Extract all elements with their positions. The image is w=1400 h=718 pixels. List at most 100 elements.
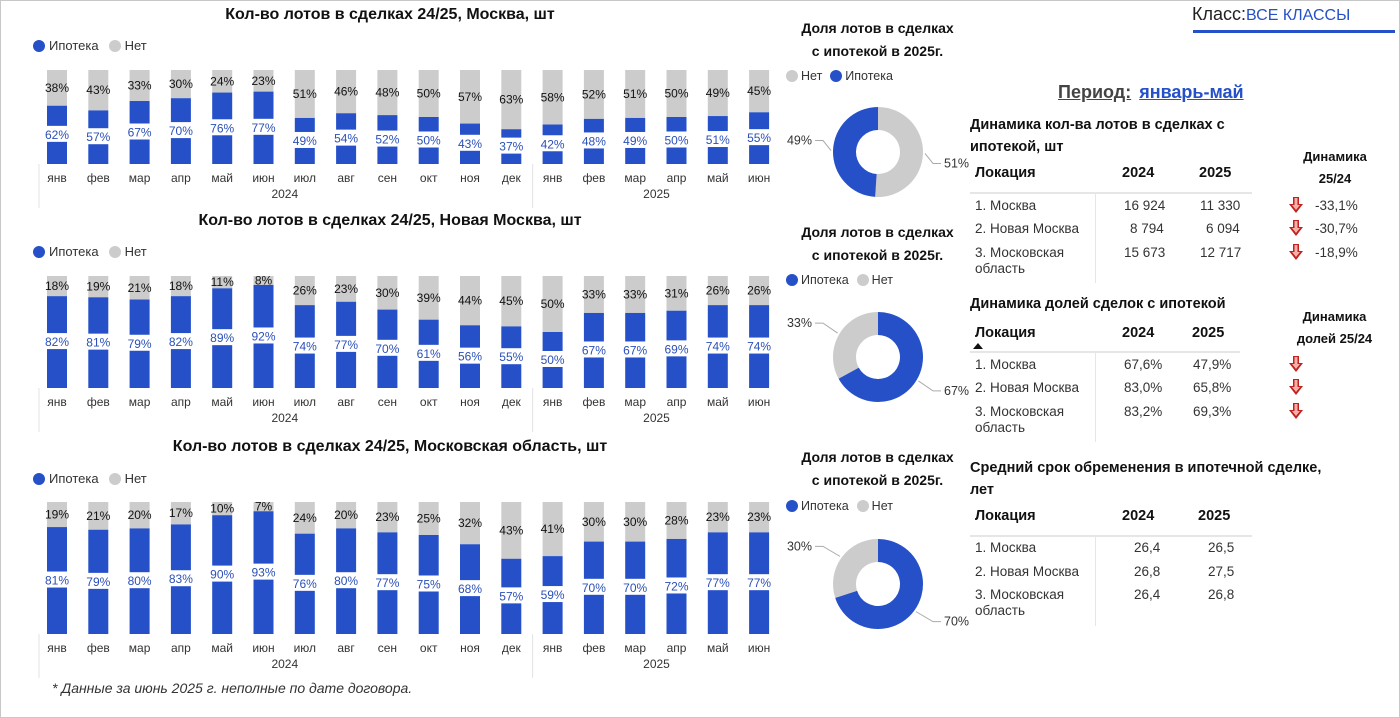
cell-2025: 47,9% <box>1193 357 1232 372</box>
data-label-mortgage: 56% <box>458 350 482 364</box>
cell-2024: 83,2% <box>1124 404 1163 419</box>
data-label-no: 10% <box>210 502 234 516</box>
data-label-no: 24% <box>210 74 234 88</box>
data-label-mortgage: 50% <box>541 353 565 367</box>
data-label-no: 11% <box>211 275 234 289</box>
data-label-no: 23% <box>334 282 358 296</box>
dyn-header-line: Динамика <box>1303 149 1367 164</box>
month-tick-label: июн <box>252 395 274 409</box>
period-value[interactable]: январь-май <box>1139 82 1244 102</box>
col-header-2024[interactable]: 2024 <box>1122 508 1155 524</box>
label-backdrop <box>540 586 565 603</box>
period-filter[interactable]: Период: январь-май <box>1058 82 1244 103</box>
data-label-mortgage: 74% <box>293 340 317 354</box>
label-backdrop <box>664 340 689 357</box>
donut-slice-mortgage <box>832 107 878 197</box>
data-label-no: 18% <box>45 279 69 293</box>
data-label-mortgage: 80% <box>128 574 152 588</box>
col-header-location[interactable]: Локация <box>975 325 1036 341</box>
bar-legend: Ипотека Нет <box>33 244 153 259</box>
label-backdrop <box>540 351 565 367</box>
year-label: 2024 <box>271 657 298 671</box>
month-tick-label: май <box>707 395 729 409</box>
data-label-no: 23% <box>747 510 771 524</box>
month-tick-label: авг <box>337 171 355 185</box>
bar-segment-no <box>501 502 522 559</box>
data-label-no: 30% <box>582 515 606 529</box>
data-label-mortgage: 76% <box>293 577 317 591</box>
label-backdrop <box>292 574 317 591</box>
data-label-no: 49% <box>706 86 730 100</box>
cell-2025: 26,5 <box>1208 540 1235 555</box>
data-label-no: 31% <box>664 286 688 300</box>
shares-table-title: Динамика долей сделок с ипотекой <box>970 293 1226 315</box>
year-label: 2025 <box>643 411 670 425</box>
bar-segment-no <box>129 276 150 300</box>
month-tick-label: апр <box>667 641 687 655</box>
leader-line <box>815 140 832 151</box>
bar-segment-no <box>170 502 191 525</box>
data-label-mortgage: 77% <box>251 121 275 135</box>
donut-data-label: 33% <box>787 316 812 330</box>
bar-segment-no <box>294 502 315 534</box>
bar-segment-no <box>253 70 274 92</box>
col-header-2025[interactable]: 2025 <box>1199 165 1232 181</box>
label-backdrop <box>416 344 441 361</box>
data-label-no: 20% <box>334 508 358 522</box>
down-arrow-icon <box>1289 197 1303 213</box>
bar-segment-no <box>418 502 439 535</box>
data-label-no: 23% <box>251 74 275 88</box>
bar-chart-title: Кол-во лотов в сделках 24/25, Новая Моск… <box>198 212 582 229</box>
legend-dot-mortgage <box>33 39 45 52</box>
col-header-location[interactable]: Локация <box>975 508 1036 524</box>
bar-segment-no <box>129 70 150 102</box>
label-backdrop <box>375 339 400 356</box>
month-tick-label: апр <box>667 395 687 409</box>
label-backdrop <box>458 134 482 151</box>
col-header-2025[interactable]: 2025 <box>1198 508 1231 524</box>
cell-2024: 83,0% <box>1124 380 1163 395</box>
data-label-no: 28% <box>664 513 688 527</box>
month-tick-label: авг <box>337 641 355 655</box>
cell-location: 2. Новая Москва <box>975 564 1079 579</box>
data-label-mortgage: 67% <box>128 126 152 140</box>
data-label-mortgage: 50% <box>417 134 441 148</box>
donut-data-label: 51% <box>944 156 969 170</box>
cell-2025: 65,8% <box>1193 380 1232 395</box>
cell-2025: 6 094 <box>1206 221 1240 236</box>
bar-legend: Ипотека Нет <box>33 38 153 53</box>
donut-title-line: с ипотекой в 2025г. <box>811 43 944 59</box>
data-label-no: 45% <box>499 294 523 308</box>
col-header-location[interactable]: Локация <box>975 165 1036 181</box>
dyn-header-line: 25/24 <box>1318 171 1352 186</box>
cell-2024: 26,4 <box>1134 587 1161 602</box>
leader-line <box>915 611 941 623</box>
label-backdrop <box>664 131 689 148</box>
col-header-2024[interactable]: 2024 <box>1122 165 1155 181</box>
month-tick-label: дек <box>502 641 522 655</box>
data-label-no: 26% <box>293 284 317 298</box>
bar-segment-no <box>377 70 398 116</box>
label-backdrop <box>168 333 193 350</box>
legend-dot-mortgage <box>33 245 45 258</box>
bar-segment-no <box>625 70 646 118</box>
bar-segment-no <box>88 70 109 111</box>
class-filter-value[interactable]: ВСЕ КЛАССЫ <box>1246 7 1351 24</box>
label-backdrop <box>86 572 111 589</box>
label-backdrop <box>499 137 524 154</box>
sort-ascending-icon[interactable] <box>973 343 983 349</box>
class-filter[interactable]: Класс:ВСЕ КЛАССЫ <box>1192 4 1350 25</box>
bar-segment-no <box>418 276 439 320</box>
month-tick-label: янв <box>543 641 563 655</box>
legend-label-no: Нет <box>124 244 147 259</box>
dyn-header-line: долей 25/24 <box>1296 331 1373 346</box>
year-label: 2024 <box>271 411 298 425</box>
data-label-no: 33% <box>582 287 606 301</box>
data-label-no: 20% <box>128 508 152 522</box>
header-divider <box>970 351 1240 353</box>
data-label-no: 21% <box>128 281 152 295</box>
header-divider <box>970 535 1252 537</box>
col-header-2025[interactable]: 2025 <box>1192 325 1225 341</box>
col-header-2024[interactable]: 2024 <box>1122 325 1155 341</box>
data-label-mortgage: 77% <box>334 338 358 352</box>
